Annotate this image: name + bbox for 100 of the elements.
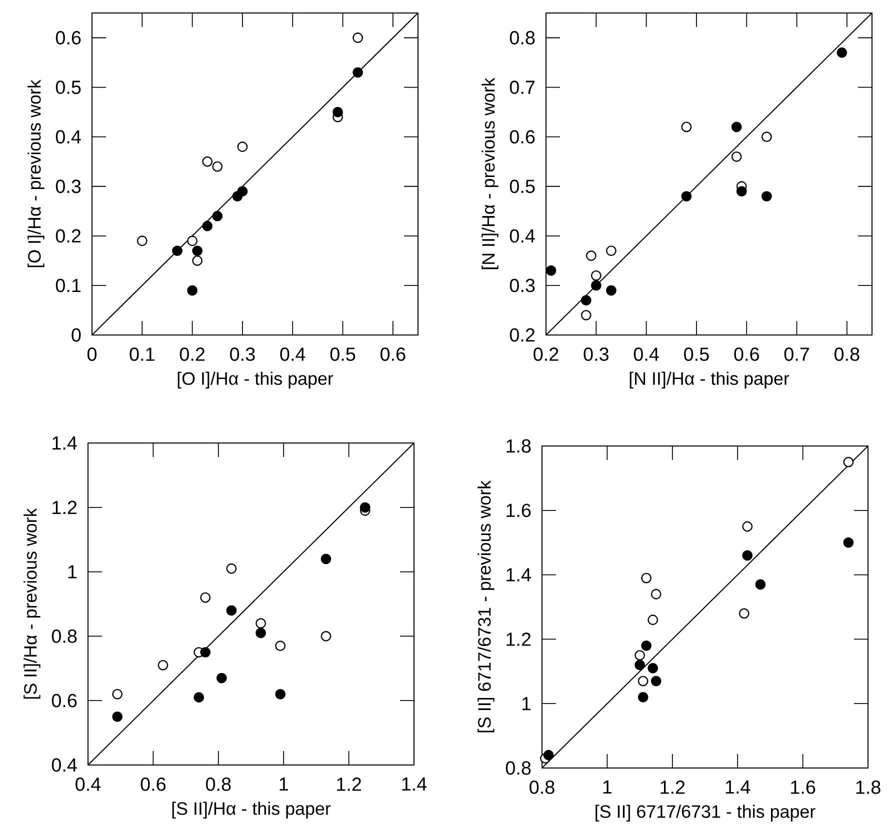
x-tick-label: 1.2 [660,780,685,794]
point [586,250,596,261]
point [843,456,854,468]
x-tick-label: 1.4 [402,778,427,791]
point [187,285,198,296]
point [590,270,602,281]
point [200,647,211,658]
point [638,692,648,702]
point [192,246,203,256]
point [731,151,742,162]
y-tick-label: 0.3 [510,278,535,292]
x-tick-label: 1.8 [856,780,880,794]
point [275,640,286,652]
x-tick-label: 0.6 [140,778,166,791]
x-tick-label: 1.4 [726,780,750,794]
x-tick-label: 0.1 [130,348,154,361]
point [843,537,854,548]
x-tick-label: 1.2 [337,778,362,791]
point [112,688,123,700]
y-tick-label: 0.8 [506,761,531,775]
y-tick-label: 0.4 [510,229,535,243]
point [212,161,223,172]
point [648,662,658,674]
point [158,660,168,670]
x-tick-label: 0.8 [206,778,231,791]
point [226,605,237,616]
point [543,750,554,760]
point [360,502,370,513]
y-tick-label: 0.6 [510,130,535,144]
point [606,246,616,256]
point [761,191,772,202]
x-tick-label: 1.6 [791,780,816,794]
y-tick-label: 0.5 [510,180,535,194]
point [648,614,658,626]
point [212,210,223,222]
point [736,186,747,197]
y-axis-title: [O I]/Hα - previous work [28,80,44,268]
point [650,588,662,600]
point [634,650,646,660]
point [192,255,203,266]
y-tick-label: 0.6 [56,31,81,44]
y-tick-label: 1.4 [506,568,531,582]
point [546,265,556,276]
point [216,672,227,684]
x-tick-label: 0.2 [180,348,205,361]
x-tick-label: 0.7 [784,348,809,361]
y-tick-label: 1 [522,697,531,710]
x-axis-title: [O I]/Hα - this paper [178,372,334,388]
point [202,220,213,232]
point [738,608,750,619]
point [352,67,364,78]
x-tick-label: 0.4 [280,348,306,361]
x-tick-label: 0.5 [330,348,356,361]
y-axis-title: [S II] 6717/6731 - previous work [478,480,494,732]
point [590,280,602,291]
y-tick-label: 0.7 [510,80,535,94]
point [742,550,753,561]
x-tick-label: 0.2 [534,348,558,361]
x-tick-label: 0 [87,348,97,361]
y-tick-label: 1.8 [506,439,531,453]
x-tick-label: 0.6 [734,348,759,361]
x-tick-label: 0.4 [634,348,659,361]
point [136,236,148,246]
point [352,32,364,43]
point [320,554,332,564]
x-axis-title: [S II]/Hα - this paper [172,802,331,818]
y-tick-label: 0.4 [52,758,77,772]
point [731,122,742,132]
point [681,122,692,132]
point [237,186,248,197]
y-tick-label: 1 [68,565,77,578]
x-tick-label: 0.6 [380,348,406,361]
point [755,579,766,590]
y-tick-label: 0.2 [56,229,81,243]
point [580,295,592,306]
x-tick-label: 1 [280,778,288,791]
x-tick-label: 1 [603,780,612,794]
point [606,285,616,296]
x-tick-label: 0.5 [684,348,709,361]
x-axis-title: [N II]/Hα - this paper [630,372,790,388]
point [112,712,123,722]
x-tick-label: 0.8 [530,780,554,794]
y-axis-title: [S II]/Hα - previous work [24,508,40,699]
y-tick-label: 0.1 [56,278,81,292]
y-tick-label: 0.8 [510,31,535,44]
y-tick-label: 1.2 [506,632,531,646]
point [742,521,753,532]
y-tick-label: 1.2 [52,500,77,514]
y-tick-label: 0.2 [510,328,535,342]
point [320,631,332,642]
y-tick-label: 0.3 [56,180,81,194]
point [681,191,692,202]
point [634,660,646,670]
point [202,156,213,167]
y-tick-label: 0.5 [56,80,81,94]
y-tick-label: 1.6 [506,504,531,518]
point [580,310,592,320]
point [638,676,648,686]
point [650,676,662,686]
y-axis-title: [N II]/Hα - previous work [482,78,498,270]
